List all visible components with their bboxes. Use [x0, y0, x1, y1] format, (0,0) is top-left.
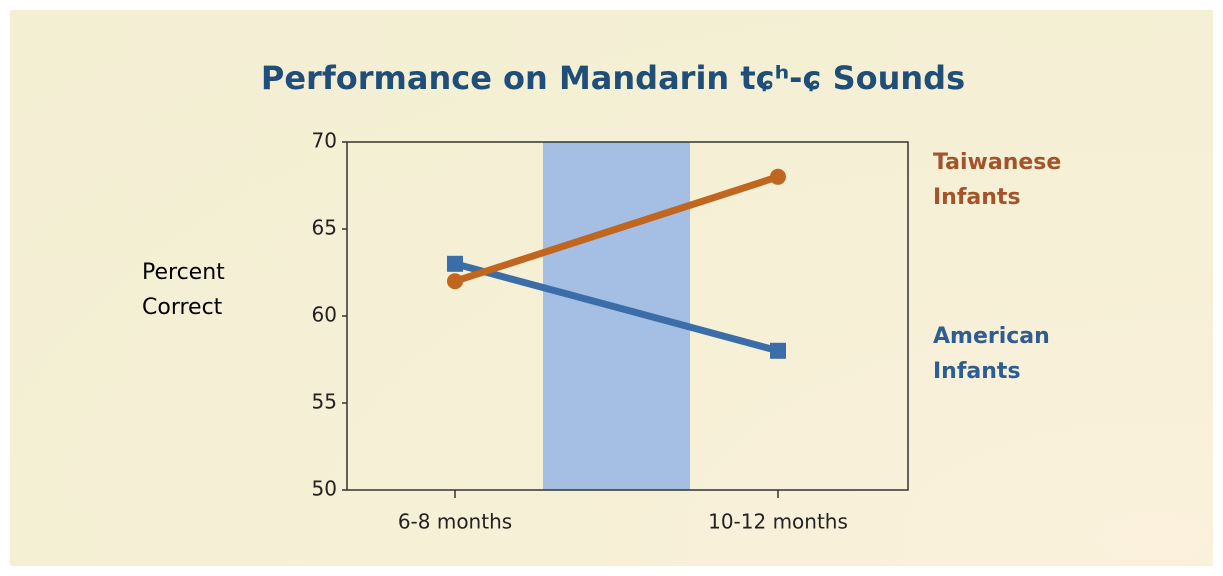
y-tick-label: 60 — [312, 303, 337, 327]
series-line — [451, 260, 782, 355]
y-axis-label: Percent Correct — [142, 260, 225, 320]
x-tick-label: 10-12 months — [708, 510, 848, 534]
marker — [770, 168, 786, 185]
y-tick-label: 55 — [312, 390, 337, 414]
series-label: Taiwanese Infants — [933, 149, 1062, 210]
chart-title: Performance on Mandarin tɕʰ-ɕ Sounds — [261, 59, 965, 97]
y-tick-label: 50 — [312, 477, 337, 501]
series-label: American Infants — [933, 323, 1050, 384]
shaded-period — [543, 142, 690, 490]
series-line — [451, 173, 782, 285]
marker — [447, 273, 463, 290]
y-tick-label: 70 — [312, 129, 337, 153]
y-tick-label: 65 — [312, 216, 337, 240]
x-tick-label: 6-8 months — [398, 510, 512, 534]
marker — [447, 255, 463, 272]
marker — [770, 342, 786, 359]
